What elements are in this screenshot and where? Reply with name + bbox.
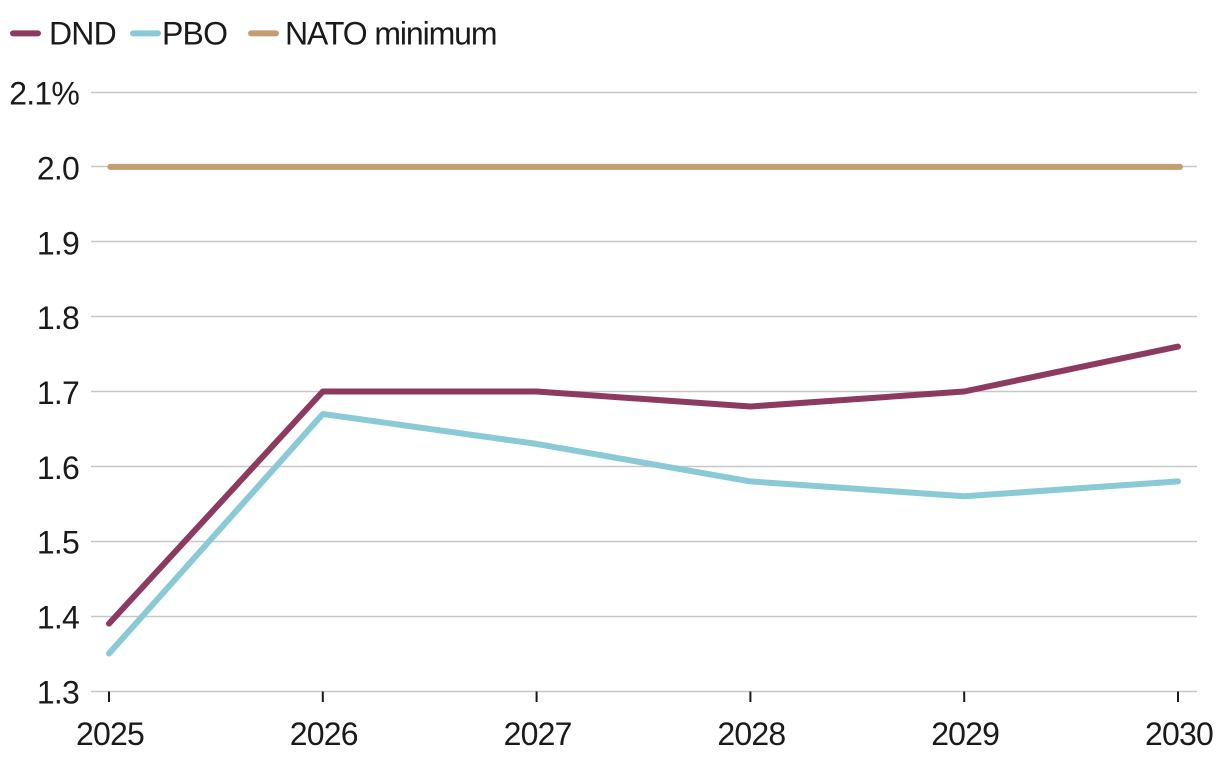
svg-text:2025: 2025 [76, 716, 144, 752]
svg-text:1.8: 1.8 [37, 300, 79, 336]
svg-text:DND: DND [49, 16, 116, 52]
svg-text:2026: 2026 [290, 716, 358, 752]
svg-text:NATO minimum: NATO minimum [285, 16, 496, 52]
svg-text:1.9: 1.9 [37, 225, 79, 261]
svg-text:2028: 2028 [717, 716, 785, 752]
svg-text:2.0: 2.0 [37, 150, 79, 186]
svg-text:1.4: 1.4 [37, 600, 79, 636]
svg-text:2.1%: 2.1% [9, 76, 79, 112]
svg-text:PBO: PBO [162, 16, 227, 52]
svg-text:2029: 2029 [931, 716, 999, 752]
svg-text:1.3: 1.3 [37, 675, 79, 711]
svg-text:1.5: 1.5 [37, 525, 79, 561]
svg-text:2030: 2030 [1145, 716, 1213, 752]
svg-text:1.7: 1.7 [37, 375, 79, 411]
svg-text:2027: 2027 [504, 716, 572, 752]
svg-text:1.6: 1.6 [37, 450, 79, 486]
